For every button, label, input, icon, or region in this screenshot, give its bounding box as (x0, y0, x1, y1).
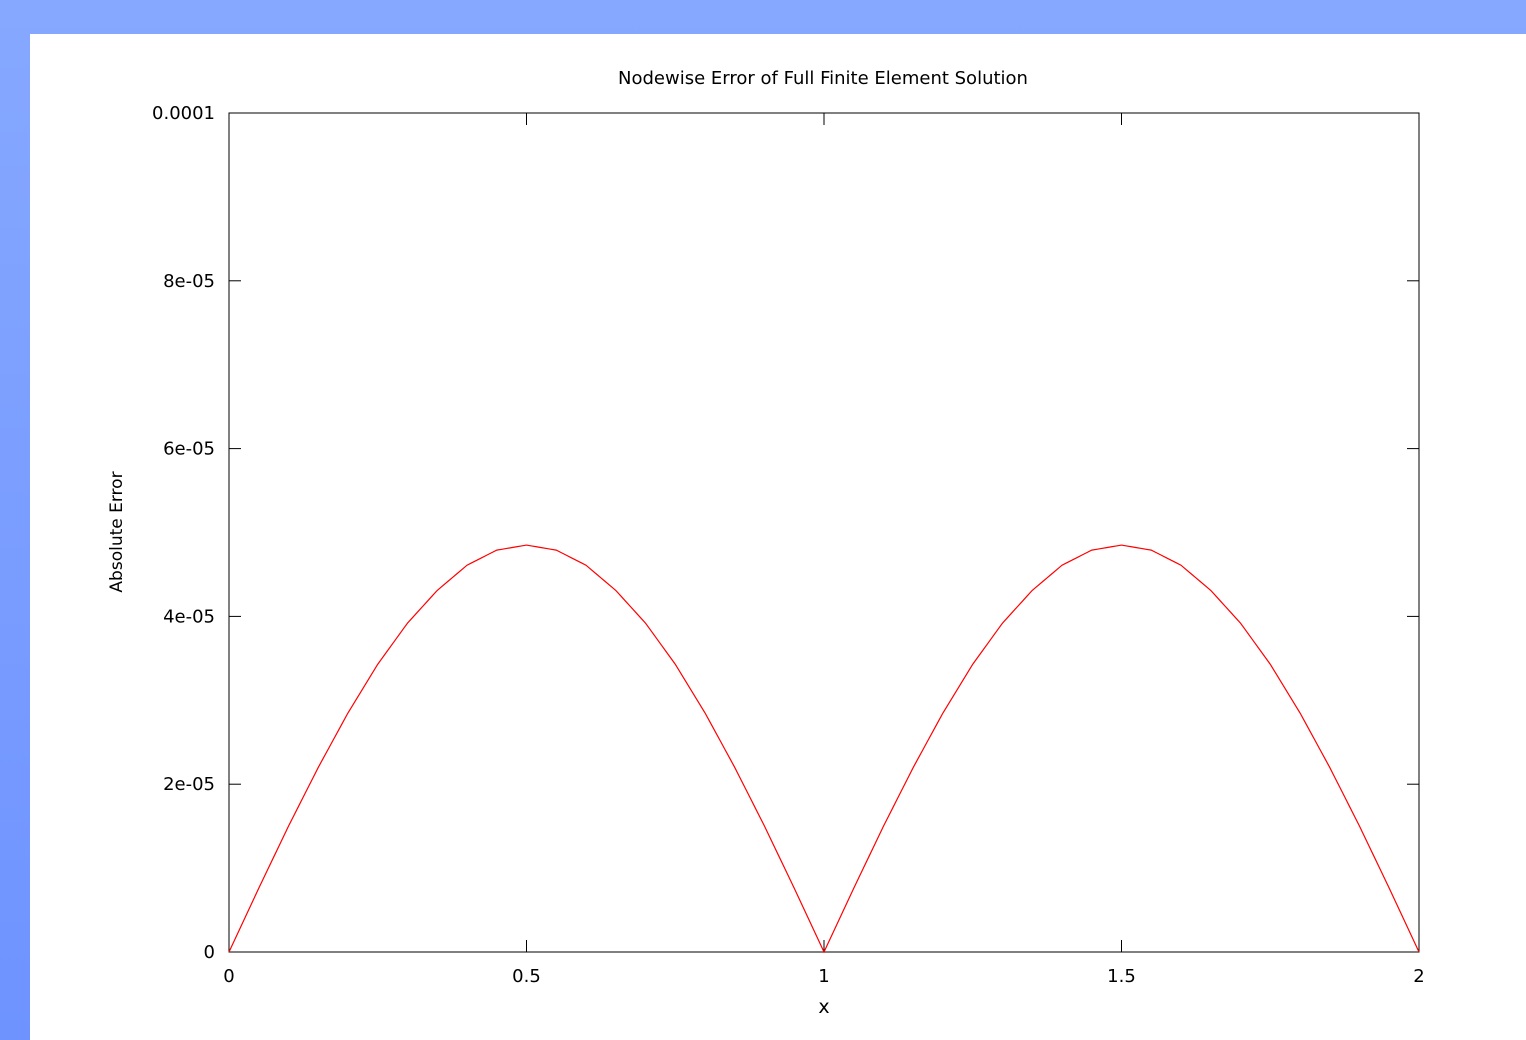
x-tick-label: 0 (223, 966, 234, 987)
x-axis-label: x (818, 996, 829, 1018)
x-tick-label: 0.5 (512, 966, 541, 987)
plot-frame (228, 112, 1420, 953)
y-tick-label: 0.0001 (152, 103, 215, 124)
plot-canvas (30, 34, 1526, 1040)
ticks-layer: 0 0.5 1 1.5 2 0 2e-05 4e-05 6e-05 8e-05 0.0001 (152, 103, 1425, 987)
y-tick-label: 8e-05 (163, 271, 215, 292)
y-tick-label: 4e-05 (163, 606, 215, 627)
y-axis-label: Absolute Error (107, 471, 127, 592)
y-tick-label: 6e-05 (163, 439, 215, 460)
error-series-line (228, 544, 1420, 954)
chart-title: Nodewise Error of Full Finite Element So… (618, 68, 1028, 89)
series-layer (228, 544, 1420, 954)
y-tick-label: 0 (204, 942, 215, 963)
y-tick-label: 2e-05 (163, 774, 215, 795)
x-tick-label: 1 (818, 966, 829, 987)
x-tick-label: 1.5 (1107, 966, 1136, 987)
x-tick-label: 2 (1413, 966, 1424, 987)
